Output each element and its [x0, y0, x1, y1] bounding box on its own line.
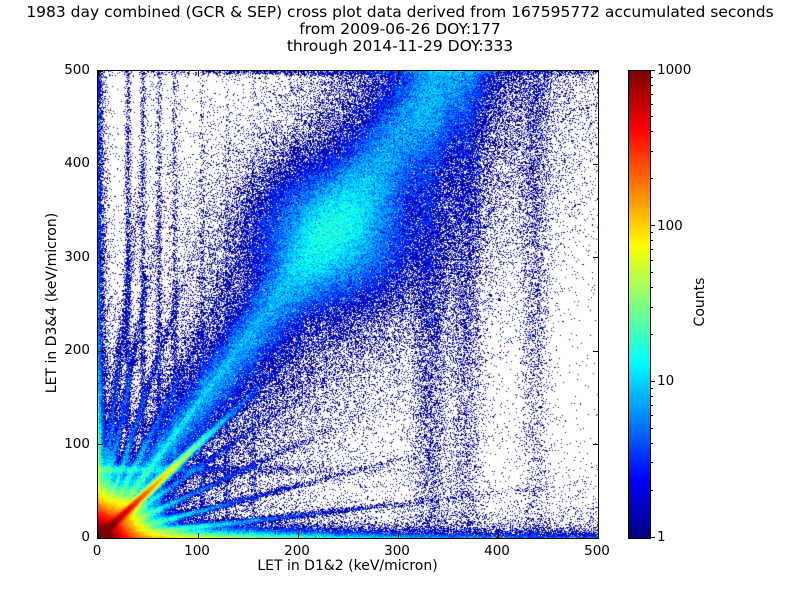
x-tick-mark — [97, 71, 99, 76]
colorbar-minor-tick-mark — [650, 427, 653, 429]
colorbar-tick-label: 1000 — [657, 62, 692, 78]
y-tick-mark — [98, 257, 103, 259]
colorbar-minor-tick-mark — [650, 272, 653, 274]
x-tick-mark — [597, 71, 599, 76]
x-tick-mark — [197, 533, 199, 538]
y-tick-mark — [593, 70, 598, 72]
y-tick-label: 400 — [64, 155, 90, 172]
x-tick-label: 300 — [384, 543, 410, 559]
colorbar-minor-tick-mark — [650, 249, 653, 251]
colorbar-tick-mark — [650, 69, 655, 71]
y-tick-label: 0 — [81, 529, 90, 545]
colorbar-minor-tick-mark — [650, 333, 653, 335]
x-tick-mark — [97, 533, 99, 538]
colorbar-label: Counts — [692, 277, 708, 327]
plot-area — [97, 70, 599, 539]
colorbar-minor-tick-mark — [650, 76, 653, 78]
y-tick-mark — [98, 537, 103, 539]
x-tick-mark — [397, 533, 399, 538]
y-tick-mark — [593, 163, 598, 165]
x-tick-label: 200 — [284, 543, 310, 559]
colorbar-minor-tick-mark — [650, 442, 653, 444]
colorbar-tick-label: 1 — [657, 529, 666, 545]
y-tick-mark — [593, 257, 598, 259]
colorbar-minor-tick-mark — [650, 395, 653, 397]
x-tick-mark — [597, 533, 599, 538]
colorbar-gradient-canvas — [629, 71, 650, 538]
colorbar-tick-mark — [650, 380, 655, 382]
x-tick-mark — [497, 533, 499, 538]
y-axis-label: LET in D3&4 (keV/micron) — [44, 212, 60, 394]
colorbar-minor-tick-mark — [650, 462, 653, 464]
heatmap-canvas — [98, 71, 598, 538]
title-line-1: 1983 day combined (GCR & SEP) cross plot… — [26, 3, 774, 21]
colorbar-minor-tick-mark — [650, 404, 653, 406]
colorbar-minor-tick-mark — [650, 131, 653, 133]
colorbar-tick-label: 10 — [657, 373, 675, 390]
colorbar-minor-tick-mark — [650, 84, 653, 86]
colorbar-tick-label: 100 — [657, 217, 683, 234]
figure-title: 1983 day combined (GCR & SEP) cross plot… — [0, 4, 800, 55]
x-tick-label: 500 — [584, 543, 610, 559]
x-tick-label: 100 — [184, 543, 210, 559]
colorbar — [628, 70, 651, 539]
colorbar-minor-tick-mark — [650, 415, 653, 417]
colorbar-minor-tick-mark — [650, 93, 653, 95]
y-tick-mark — [593, 350, 598, 352]
colorbar-minor-tick-mark — [650, 178, 653, 180]
x-tick-mark — [197, 71, 199, 76]
colorbar-minor-tick-mark — [650, 387, 653, 389]
y-tick-label: 200 — [64, 342, 90, 359]
colorbar-minor-tick-mark — [650, 104, 653, 106]
y-tick-label: 500 — [64, 62, 90, 78]
colorbar-tick-mark — [650, 225, 655, 227]
colorbar-tick-mark — [650, 536, 655, 538]
colorbar-minor-tick-mark — [650, 259, 653, 261]
y-tick-mark — [98, 70, 103, 72]
x-axis-label: LET in D1&2 (keV/micron) — [257, 558, 438, 574]
y-tick-label: 100 — [64, 435, 90, 452]
y-tick-mark — [98, 444, 103, 446]
colorbar-minor-tick-mark — [650, 287, 653, 289]
colorbar-minor-tick-mark — [650, 232, 653, 234]
colorbar-minor-tick-mark — [650, 489, 653, 491]
title-line-2: from 2009-06-26 DOY:177 — [299, 20, 501, 38]
colorbar-minor-tick-mark — [650, 306, 653, 308]
y-tick-mark — [593, 537, 598, 539]
title-line-3: through 2014-11-29 DOY:333 — [286, 37, 514, 55]
y-tick-mark — [593, 444, 598, 446]
colorbar-minor-tick-mark — [650, 150, 653, 152]
colorbar-minor-tick-mark — [650, 116, 653, 118]
y-tick-label: 300 — [64, 248, 90, 265]
x-tick-mark — [297, 71, 299, 76]
x-tick-mark — [397, 71, 399, 76]
x-tick-label: 0 — [92, 543, 102, 559]
y-tick-mark — [98, 350, 103, 352]
y-tick-mark — [98, 163, 103, 165]
x-tick-mark — [297, 533, 299, 538]
colorbar-minor-tick-mark — [650, 240, 653, 242]
x-tick-label: 400 — [484, 543, 510, 559]
x-tick-mark — [497, 71, 499, 76]
